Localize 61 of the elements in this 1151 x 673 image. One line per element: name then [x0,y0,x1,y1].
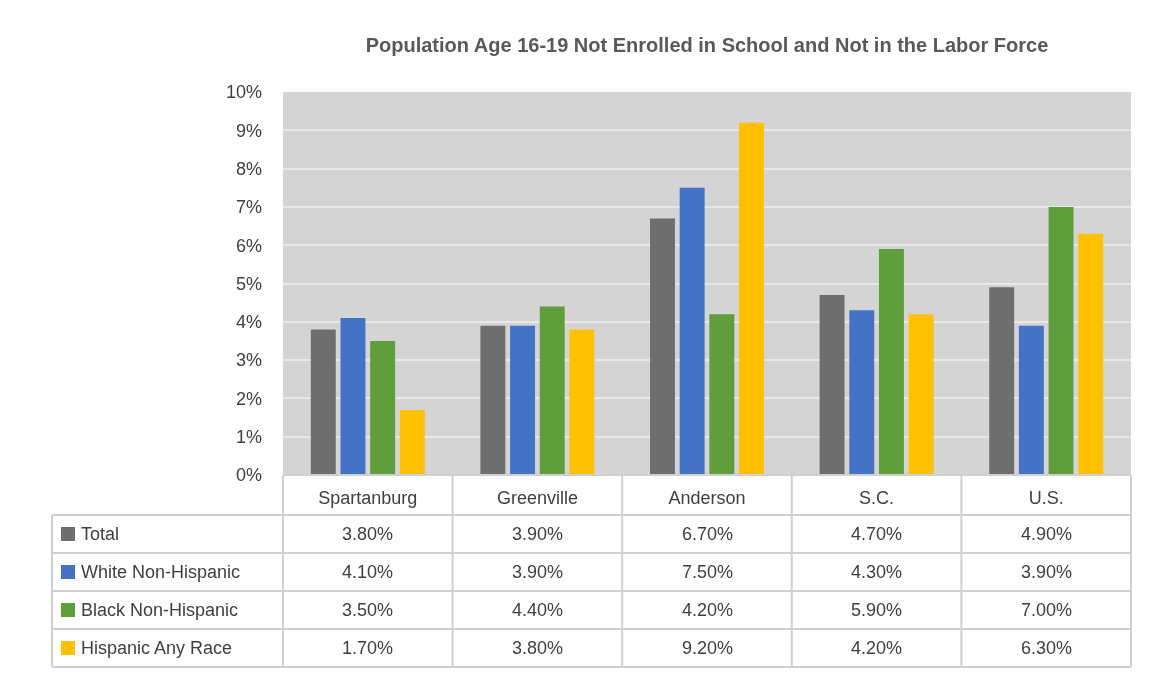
y-tick-label: 7% [235,197,262,218]
y-tick-label: 8% [235,158,262,179]
bar [310,329,336,475]
data-label: 4.30% [851,562,903,582]
data-label: 3.80% [342,524,394,544]
y-tick-label: 9% [235,120,262,141]
data-label: 7.50% [682,562,734,582]
bar [1048,206,1074,475]
data-label: 4.40% [512,600,564,620]
data-label: 3.80% [512,638,564,658]
data-label: 3.90% [512,524,564,544]
x-tick-label: Spartanburg [318,488,418,508]
legend-label: Black Non-Hispanic [81,600,239,620]
data-label: 3.90% [1021,562,1073,582]
bar [399,409,425,475]
bar [650,218,675,475]
data-label: 4.20% [682,600,734,620]
bar [819,294,845,475]
bar [1078,233,1104,475]
y-tick-label: 1% [235,427,262,447]
chart-title: Population Age 16-19 Not Enrolled in School and Not in the Labor Force [365,34,1049,56]
data-label: 4.10% [342,562,394,582]
data-label: 3.50% [342,600,394,620]
x-tick-label: Greenville [496,488,578,508]
bar [679,187,705,475]
data-label: 4.90% [1021,524,1073,544]
x-tick-label: S.C. [859,488,895,508]
bar [709,314,735,475]
bar [480,325,506,475]
legend-label: Hispanic Any Race [81,638,233,658]
bar [908,314,934,475]
bar [510,325,536,475]
data-label: 7.00% [1021,600,1073,620]
bar [1018,325,1044,475]
legend-label: White Non-Hispanic [81,562,241,582]
data-label: 1.70% [342,638,394,658]
y-tick-label: 4% [235,312,262,333]
data-label: 4.70% [851,524,903,544]
bar [370,340,396,475]
legend-label: Total [81,524,120,544]
bar [539,306,565,475]
x-tick-label: Anderson [668,488,746,508]
x-tick-label: U.S. [1028,488,1064,508]
data-label: 9.20% [682,638,734,658]
data-label: 4.20% [851,638,903,658]
data-label: 5.90% [851,600,903,620]
y-tick-label: 3% [235,350,262,371]
y-tick-label: 2% [235,388,262,409]
bar [989,287,1015,475]
y-tick-label: 0% [235,465,262,486]
data-label: 3.90% [512,562,564,582]
bar [878,249,904,475]
y-tick-label: 5% [235,273,262,294]
bar [849,310,875,475]
y-tick-label: 6% [235,235,262,256]
bar [340,317,366,475]
data-label: 6.30% [1021,638,1073,658]
y-tick-label: 10% [225,82,262,103]
bar [569,329,595,475]
bar [739,122,764,475]
data-label: 6.70% [682,524,734,544]
